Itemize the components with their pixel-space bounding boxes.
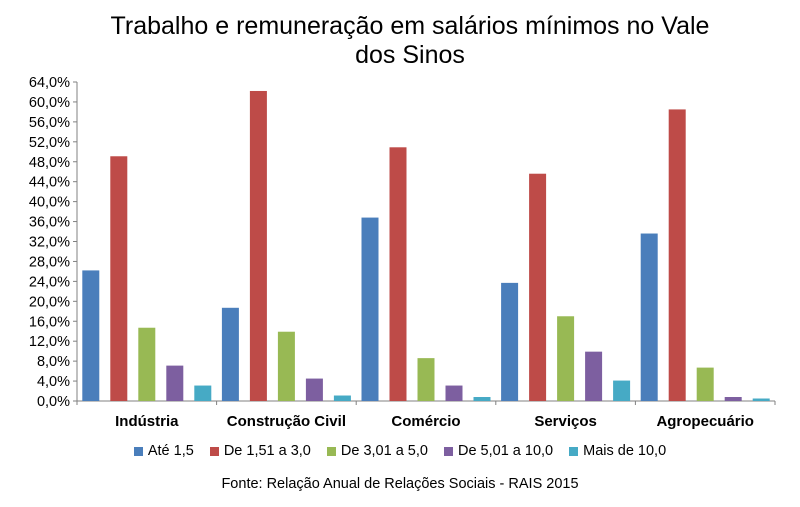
legend-swatch [326, 446, 336, 456]
legend-item: Mais de 10,0 [569, 443, 666, 459]
legend-item: Até 1,5 [133, 443, 194, 459]
bar [166, 365, 184, 401]
y-tick-label: 60,0% [29, 95, 70, 111]
bar [529, 173, 547, 401]
bar [389, 147, 407, 401]
bar [417, 358, 435, 401]
bar [305, 378, 323, 401]
legend-swatch [443, 446, 453, 456]
bar [696, 367, 714, 401]
y-tick-label: 28,0% [29, 254, 70, 270]
x-category-label: Construção Civil [227, 413, 346, 430]
bar [194, 385, 212, 401]
y-tick-label: 0,0% [37, 394, 70, 410]
y-tick-label: 12,0% [29, 334, 70, 350]
bar [585, 351, 603, 401]
bar [110, 156, 128, 401]
bar [249, 90, 267, 402]
y-tick-label: 4,0% [37, 374, 70, 390]
legend-swatch [569, 446, 579, 456]
legend-label: Mais de 10,0 [583, 443, 667, 459]
legend-label: De 1,51 a 3,0 [223, 443, 311, 459]
chart-legend: Até 1,5 De 1,51 a 3,0 De 3,01 a 5,0 De 5,01… [0, 443, 800, 459]
y-tick-label: 16,0% [29, 314, 70, 330]
y-tick-label: 36,0% [29, 215, 70, 231]
bar [640, 233, 658, 401]
y-tick-label: 44,0% [29, 175, 70, 191]
bar [668, 109, 686, 401]
y-tick-label: 20,0% [29, 294, 70, 310]
bar [445, 385, 463, 401]
bar [82, 270, 100, 401]
legend-swatch [209, 446, 219, 456]
x-category-label: Indústria [115, 413, 179, 430]
legend-swatch [133, 446, 143, 456]
chart-title: Trabalho e remuneração em salários mínim… [60, 12, 760, 70]
bar [557, 316, 575, 401]
legend-label: Até 1,5 [147, 443, 194, 459]
y-tick-label: 40,0% [29, 195, 70, 211]
y-tick-label: 48,0% [29, 155, 70, 171]
legend-label: De 3,01 a 5,0 [340, 443, 428, 459]
y-tick-label: 24,0% [29, 274, 70, 290]
x-category-label: Serviços [534, 413, 597, 430]
chart-title-line-1: Trabalho e remuneração em salários mínim… [110, 12, 710, 40]
x-category-label: Agropecuário [656, 413, 754, 430]
bar [501, 282, 519, 401]
bar [361, 217, 379, 401]
legend-label: De 5,01 a 10,0 [457, 443, 554, 459]
bar [221, 307, 239, 401]
bar [724, 397, 742, 401]
bar [277, 331, 295, 401]
bar [752, 398, 770, 401]
y-tick-label: 32,0% [29, 235, 70, 251]
y-tick-label: 64,0% [29, 75, 70, 91]
legend-item: De 5,01 a 10,0 [443, 443, 554, 459]
chart-source: Fonte: Relação Anual de Relações Sociais… [221, 476, 579, 492]
legend-item: De 1,51 a 3,0 [209, 443, 311, 459]
bar [333, 395, 351, 401]
bar [138, 327, 156, 401]
bar [613, 380, 631, 401]
x-category-label: Comércio [391, 413, 460, 430]
y-tick-label: 56,0% [29, 115, 70, 131]
y-tick-label: 52,0% [29, 135, 70, 151]
legend-item: De 3,01 a 5,0 [326, 443, 428, 459]
bar [473, 397, 491, 401]
chart-title-line-2: dos Sinos [355, 41, 465, 69]
bar-chart: 0,0% 4,0% 8,0% 12,0% 16,0% 20,0% 24,0% 28,0% 32,… [29, 75, 776, 430]
y-tick-label: 8,0% [37, 354, 70, 370]
